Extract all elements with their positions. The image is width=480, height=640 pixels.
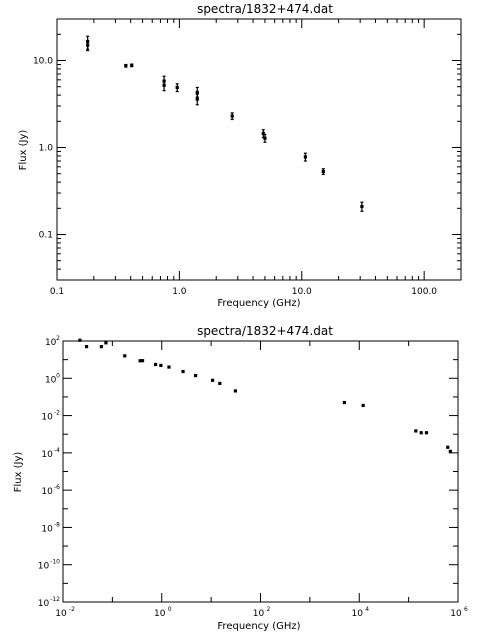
- bottom-data-point: [104, 341, 108, 345]
- bottom-x-tick-exponent: 6: [464, 606, 468, 613]
- top-data-point: [124, 63, 128, 68]
- bottom-data-point: [99, 345, 104, 349]
- top-data-point: [360, 201, 364, 212]
- bottom-y-tick-label: 10: [38, 562, 50, 572]
- top-data-point: [230, 112, 234, 121]
- bottom-x-tick-label: 10: [154, 609, 166, 619]
- top-data-point: [175, 83, 179, 93]
- top-data-point: [162, 79, 166, 92]
- bottom-data-point: [218, 381, 222, 386]
- top-point-marker: [321, 169, 325, 174]
- bottom-y-tick-exponent: -10: [50, 559, 60, 566]
- bottom-chart-title: spectra/1832+474.dat: [197, 324, 333, 338]
- top-y-tick-label: 0.1: [39, 231, 53, 241]
- bottom-x-tick-label: 10: [253, 609, 265, 619]
- bottom-y-tick-label: 10: [38, 599, 50, 609]
- top-data-point: [303, 152, 307, 162]
- top-point-marker: [263, 136, 267, 140]
- top-point-marker: [175, 85, 179, 90]
- top-data-point: [86, 39, 90, 52]
- top-point-marker: [261, 131, 265, 136]
- top-data-point: [321, 168, 325, 176]
- bottom-data-point: [153, 362, 158, 367]
- bottom-x-tick-label: 10: [450, 609, 462, 619]
- bottom-data-point: [210, 378, 215, 382]
- bottom-y-tick-label: 10: [41, 450, 53, 460]
- top-x-tick-label: 1.0: [172, 287, 187, 297]
- bottom-y-axis-label: Flux (Jy): [13, 452, 24, 493]
- bottom-y-tick-exponent: 0: [56, 372, 60, 379]
- bottom-data-point: [123, 354, 127, 358]
- bottom-data-point: [448, 449, 452, 453]
- bottom-x-tick-exponent: 4: [365, 606, 369, 613]
- top-x-axis-label: Frequency (GHz): [217, 298, 300, 309]
- bottom-data-point: [140, 359, 145, 363]
- bottom-data-point: [167, 365, 171, 369]
- bottom-x-tick-label: 10: [55, 609, 67, 619]
- bottom-y-tick-exponent: -8: [54, 521, 60, 528]
- top-chart: spectra/1832+474.dat Frequency (GHz) Flu…: [18, 2, 462, 309]
- top-y-tick-label: 1.0: [39, 144, 54, 154]
- top-data-point: [195, 93, 199, 106]
- top-y-axis-label: Flux (Jy): [18, 130, 29, 171]
- bottom-y-tick-exponent: -2: [54, 410, 60, 417]
- bottom-x-tick-exponent: -2: [69, 606, 75, 613]
- top-point-marker: [195, 97, 199, 101]
- bottom-x-tick-exponent: 0: [168, 606, 172, 613]
- top-x-tick-label: 100.0: [411, 287, 437, 297]
- bottom-plot-frame: [62, 340, 459, 603]
- bottom-y-tick-exponent: 2: [56, 335, 60, 342]
- top-x-tick-label: 0.1: [50, 287, 64, 297]
- bottom-data-point: [419, 431, 423, 435]
- bottom-y-tick-label: 10: [41, 524, 53, 534]
- bottom-data-point: [233, 389, 237, 393]
- top-plot-frame: [56, 18, 462, 281]
- bottom-chart: spectra/1832+474.dat Frequency (GHz) Flu…: [13, 324, 468, 632]
- bottom-y-tick-exponent: -4: [54, 447, 60, 454]
- top-point-marker: [86, 43, 90, 47]
- top-point-marker: [360, 204, 364, 209]
- top-point-marker: [195, 90, 199, 94]
- top-point-marker: [162, 83, 166, 87]
- top-x-tick-label: 10.0: [292, 287, 312, 297]
- bottom-data-point: [361, 403, 365, 408]
- top-point-marker: [230, 114, 234, 118]
- bottom-x-tick-label: 10: [352, 609, 364, 619]
- bottom-y-tick-label: 10: [41, 413, 53, 423]
- top-point-marker: [303, 155, 307, 159]
- bottom-data-point: [84, 345, 89, 349]
- bottom-y-tick-exponent: -12: [50, 596, 60, 603]
- bottom-data-point: [342, 400, 346, 405]
- bottom-data-point: [181, 369, 185, 374]
- bottom-data-point: [194, 373, 198, 378]
- bottom-data-point: [78, 338, 82, 342]
- bottom-y-tick-label: 10: [41, 487, 53, 497]
- bottom-data-point: [414, 429, 418, 433]
- bottom-x-tick-exponent: 2: [267, 606, 271, 613]
- bottom-x-axis-label: Frequency (GHz): [217, 621, 300, 632]
- bottom-data-point: [138, 359, 142, 363]
- bottom-data-point: [159, 363, 163, 368]
- bottom-data-point: [446, 445, 450, 449]
- bottom-y-tick-label: 10: [45, 375, 57, 385]
- top-y-tick-label: 10.0: [33, 57, 53, 67]
- bottom-y-tick-label: 10: [45, 338, 57, 348]
- top-point-marker: [124, 64, 128, 68]
- top-point-marker: [130, 63, 134, 67]
- top-chart-title: spectra/1832+474.dat: [197, 2, 333, 16]
- top-data-point: [130, 63, 134, 68]
- bottom-data-point: [424, 431, 429, 435]
- bottom-y-tick-exponent: -6: [54, 484, 60, 491]
- top-data-point: [263, 133, 267, 143]
